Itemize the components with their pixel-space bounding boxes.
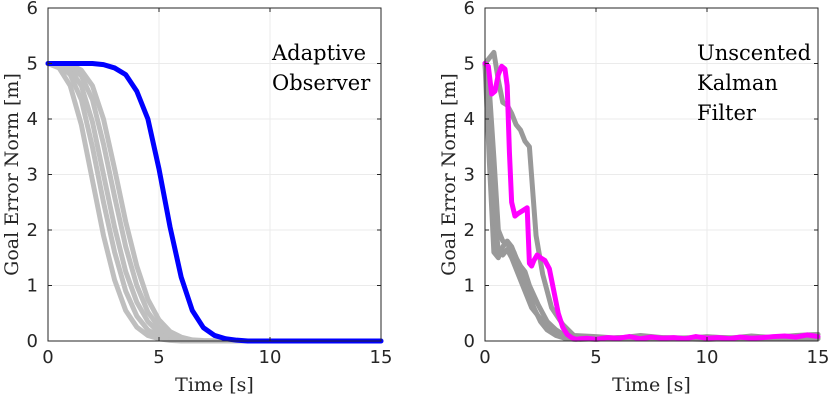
y-axis-label: Goal Error Norm [m] (1, 73, 23, 276)
annotation-line-0: Adaptive (271, 41, 366, 65)
x-tick-label-2: 10 (696, 347, 719, 368)
y-tick-label-5: 5 (27, 54, 38, 75)
y-tick-label-6: 6 (27, 0, 38, 19)
x-axis-label: Time [s] (612, 374, 691, 396)
x-tick-label-0: 0 (479, 347, 490, 368)
panel-adaptive-observer: 0 5 10 15 0 1 2 3 4 5 6 Time [s] Goal Error Norm [m]… (1, 0, 392, 396)
y-tick-label-2: 2 (464, 220, 475, 241)
y-tick-label-1: 1 (464, 276, 475, 297)
y-axis-label: Goal Error Norm [m] (438, 73, 460, 276)
x-tick-label-1: 5 (590, 347, 601, 368)
y-tick-label-1: 1 (27, 276, 38, 297)
y-tick-label-2: 2 (27, 220, 38, 241)
y-tick-label-4: 4 (27, 109, 38, 130)
panel-unscented-kalman-filter: 0 5 10 15 0 1 2 3 4 5 6 Time [s] Goal Error Norm [m]… (438, 0, 829, 396)
series-line-adaptive-observer (45, 61, 384, 344)
annotation-line-1: Observer (272, 71, 371, 95)
y-tick-label-5: 5 (464, 54, 475, 75)
y-tick-label-0: 0 (27, 331, 38, 352)
y-tick-label-6: 6 (464, 0, 475, 19)
y-tick-label-3: 3 (27, 165, 38, 186)
y-tick-label-3: 3 (464, 165, 475, 186)
x-axis-label: Time [s] (175, 374, 254, 396)
annotation-line-0: Unscented (697, 41, 811, 65)
x-tick-label-3: 15 (807, 347, 830, 368)
annotation-line-2: Filter (697, 101, 757, 125)
x-tick-label-2: 10 (259, 347, 282, 368)
x-tick-label-0: 0 (42, 347, 53, 368)
y-tick-label-0: 0 (464, 331, 475, 352)
x-tick-label-1: 5 (153, 347, 164, 368)
series-line-unscented-kalman-filter (482, 61, 821, 342)
x-tick-label-3: 15 (370, 347, 393, 368)
annotation-line-1: Kalman (697, 71, 778, 95)
y-tick-label-4: 4 (464, 109, 475, 130)
